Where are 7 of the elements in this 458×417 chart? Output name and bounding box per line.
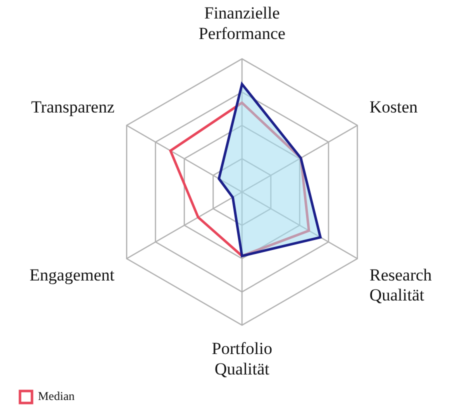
spoke-label: Engagement [30,265,115,284]
spoke-label: Finanzielle Performance [198,4,286,44]
spoke-label: Research Qualität [369,265,432,305]
spoke-label: Portfolio Qualität [212,338,272,378]
legend-label: Median [38,389,75,404]
spoke-label: Transparenz [31,98,115,117]
spoke-label: Kosten [369,98,418,117]
